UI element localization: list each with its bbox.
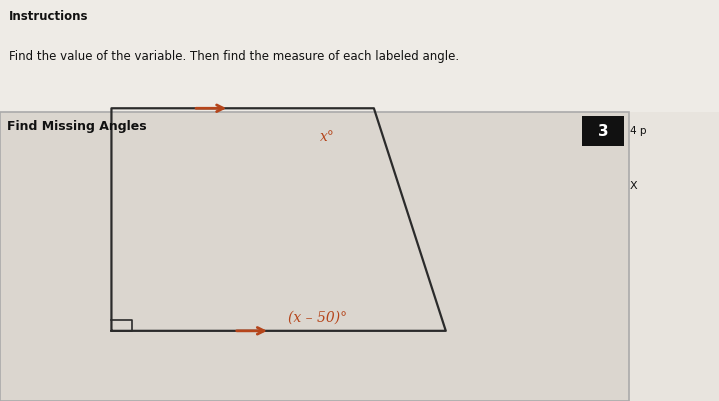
Bar [0, 112, 629, 401]
Text: 3: 3 [598, 124, 608, 139]
Text: Instructions: Instructions [9, 10, 89, 23]
Bar [582, 116, 624, 146]
Text: (x – 50)°: (x – 50)° [288, 311, 347, 325]
Text: Find Missing Angles: Find Missing Angles [7, 120, 147, 133]
Text: x°: x° [320, 130, 335, 144]
Text: Find the value of the variable. Then find the measure of each labeled angle.: Find the value of the variable. Then fin… [9, 50, 459, 63]
Text: 4 p: 4 p [630, 126, 646, 136]
Text: X: X [630, 182, 638, 191]
Bar [0, 0, 719, 112]
